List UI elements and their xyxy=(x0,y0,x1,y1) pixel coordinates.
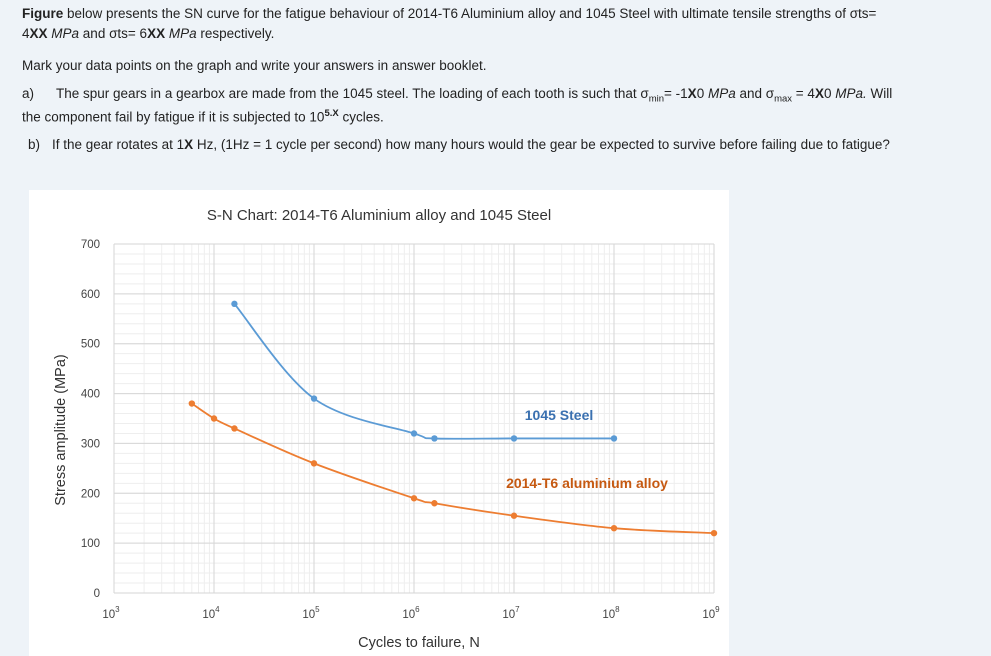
figure-word: Figure xyxy=(22,6,64,21)
x-tick-label: 105 xyxy=(302,605,320,621)
y-tick-label: 200 xyxy=(81,488,100,500)
aluminium-data-point xyxy=(188,400,196,407)
axis-ticks: 0 100 200 300 400 500 600 700 103 104 105 106 107 108… xyxy=(81,239,720,621)
sn-chart: 0 100 200 300 400 500 600 700 103 104 105 106 107 108… xyxy=(29,190,729,656)
unit-mpa: MPa xyxy=(707,86,736,101)
steel-data-point xyxy=(231,300,238,308)
part-a-text: 0 xyxy=(823,86,836,101)
x-tick-label: 107 xyxy=(502,605,520,621)
part-b-label: b) xyxy=(28,137,41,152)
part-a-text: and σ xyxy=(735,86,775,101)
steel-data-point xyxy=(410,430,418,437)
part-a-text: cycles. xyxy=(338,109,384,125)
steel-data-point xyxy=(510,435,518,442)
variable-x: X xyxy=(814,86,824,101)
x-tick-label: 104 xyxy=(202,605,220,621)
variable-x: X xyxy=(687,86,697,101)
max-subscript: max xyxy=(774,93,793,105)
unit-mpa: MPa xyxy=(165,26,197,41)
series-group xyxy=(188,300,718,537)
uts-al-xx: XX xyxy=(29,26,48,41)
aluminium-data-point xyxy=(510,512,518,519)
x-axis-label: Cycles to failure, N xyxy=(358,635,480,651)
mark-instruction: Mark your data points on the graph and w… xyxy=(22,58,487,73)
x-tick-label: 103 xyxy=(102,605,120,621)
aluminium-data-point xyxy=(210,415,218,422)
part-a-text: Will xyxy=(866,86,893,101)
aluminium-series-label: 2014-T6 aluminium alloy xyxy=(506,475,668,491)
part-b-text: Hz, (1Hz = 1 cycle per second) how many … xyxy=(193,137,890,152)
question-a-line-2: the component fail by fatigue if it is s… xyxy=(22,104,384,128)
part-a-text: the component fail by fatigue if it is s… xyxy=(22,109,325,125)
steel-series-label: 1045 Steel xyxy=(525,407,594,423)
uts-steel-xx: XX xyxy=(147,26,166,41)
x-tick-label: 106 xyxy=(402,605,420,621)
intro-text: below presents the SN curve for the fati… xyxy=(63,6,877,21)
y-tick-label: 600 xyxy=(81,289,100,301)
aluminium-data-point xyxy=(231,425,238,432)
y-axis-label: Stress amplitude (MPa) xyxy=(53,354,69,506)
part-a-text: = 4 xyxy=(792,86,815,101)
question-a-line-1: a) The spur gears in a gearbox are made f… xyxy=(22,84,892,110)
part-a-text: The spur gears in a gearbox are made fro… xyxy=(56,86,649,101)
y-tick-label: 100 xyxy=(81,538,100,550)
question-b: b) If the gear rotates at 1X Hz, (1Hz = 1… xyxy=(28,135,890,155)
steel-series-line xyxy=(233,303,614,440)
respectively-text: respectively. xyxy=(196,26,275,41)
variable-x: X xyxy=(184,137,194,152)
question-line-2: 4XX MPa and σts= 6XX MPa respectively. xyxy=(22,24,274,44)
exponent-superscript: 5.X xyxy=(324,108,339,119)
part-a-text: = -1 xyxy=(664,86,688,101)
aluminium-data-point xyxy=(410,495,418,502)
y-tick-label: 700 xyxy=(81,239,100,251)
steel-data-point xyxy=(310,395,318,402)
uts-al-prefix: 4 xyxy=(22,26,30,41)
y-tick-label: 500 xyxy=(81,339,100,351)
uts-steel-prefix: and σts= 6 xyxy=(79,26,148,41)
y-tick-label: 0 xyxy=(94,588,100,600)
chart-title: S-N Chart: 2014-T6 Aluminium alloy and 1… xyxy=(207,207,551,224)
y-tick-label: 300 xyxy=(81,438,100,450)
x-tick-label: 108 xyxy=(602,605,620,621)
part-b-text: If the gear rotates at 1 xyxy=(52,137,185,152)
y-tick-label: 400 xyxy=(81,389,100,401)
x-tick-label: 109 xyxy=(702,605,720,621)
unit-mpa: MPa xyxy=(47,26,80,41)
aluminium-data-point xyxy=(610,524,618,532)
aluminium-data-point xyxy=(710,529,718,537)
steel-data-point xyxy=(431,435,438,442)
question-line-1: Figure below presents the SN curve for t… xyxy=(22,4,876,24)
chart-canvas: 0 100 200 300 400 500 600 700 103 104 105 106 107 108… xyxy=(53,207,720,651)
part-a-label: a) xyxy=(22,86,35,101)
grid xyxy=(113,243,715,594)
aluminium-data-point xyxy=(310,460,318,467)
min-subscript: min xyxy=(648,93,665,105)
aluminium-data-point xyxy=(431,500,438,507)
part-a-text: 0 xyxy=(696,86,708,101)
unit-mpa: MPa. xyxy=(835,86,867,101)
steel-data-point xyxy=(610,435,618,442)
